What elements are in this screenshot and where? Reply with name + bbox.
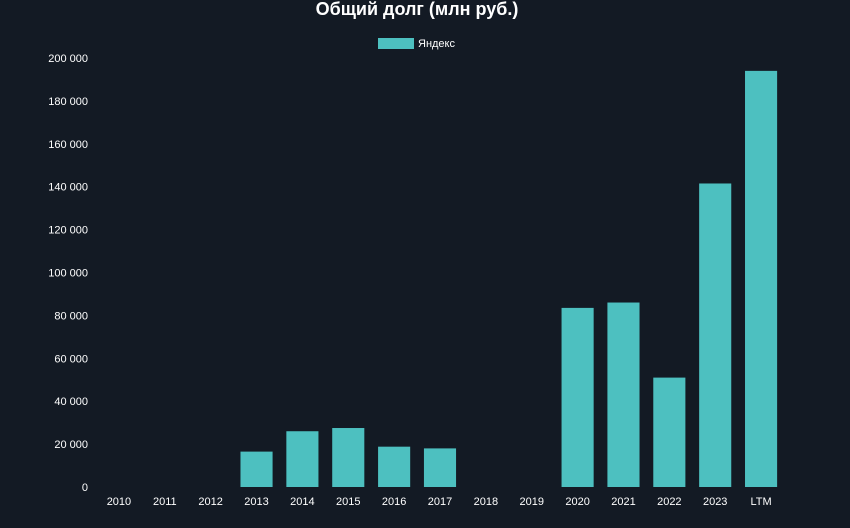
y-tick-label: 160 000	[48, 139, 88, 151]
x-tick-label: 2015	[336, 496, 360, 508]
bar-2014	[286, 431, 319, 487]
x-tick-label: 2019	[519, 496, 543, 508]
y-tick-label: 100 000	[48, 268, 88, 280]
bar-ltm	[745, 70, 778, 488]
x-tick-label: 2010	[107, 496, 131, 508]
x-tick-label: 2014	[290, 496, 314, 508]
x-tick-label: 2018	[474, 496, 498, 508]
x-tick-label: 2011	[153, 496, 177, 508]
x-tick-label: 2020	[565, 496, 589, 508]
y-tick-label: 40 000	[54, 396, 88, 408]
bar-2016	[378, 446, 411, 487]
x-tick-label: 2017	[428, 496, 452, 508]
bar-2017	[423, 448, 457, 487]
y-tick-label: 80 000	[54, 310, 88, 322]
x-tick-label: 2023	[703, 496, 727, 508]
bar-2013	[240, 451, 273, 487]
y-tick-label: 200 000	[48, 53, 88, 65]
bar-2021	[607, 302, 640, 487]
y-tick-label: 120 000	[48, 225, 88, 237]
y-axis: 0 20 000 40 000 60 000 80 000 100 000 120 000 1…	[48, 53, 88, 494]
y-tick-label: 20 000	[54, 439, 88, 451]
x-axis: 2010 2011 2012 2013 2014 2015 2016 2017 2018 2019…	[107, 496, 772, 508]
bar-2022	[653, 377, 686, 487]
legend: Яндекс	[378, 38, 455, 50]
x-tick-label: LTM	[750, 496, 771, 508]
y-tick-label: 180 000	[48, 96, 88, 108]
y-tick-label: 60 000	[54, 353, 88, 365]
y-tick-label: 140 000	[48, 182, 88, 194]
x-tick-label: 2022	[657, 496, 681, 508]
bars	[240, 70, 778, 488]
chart-title: Общий долг (млн руб.)	[316, 0, 519, 19]
bar-2015	[332, 428, 365, 487]
x-tick-label: 2021	[611, 496, 635, 508]
legend-label: Яндекс	[418, 38, 455, 50]
x-tick-label: 2013	[244, 496, 268, 508]
bar-2020	[561, 307, 594, 487]
x-tick-label: 2012	[198, 496, 222, 508]
y-tick-label: 0	[82, 482, 88, 494]
legend-swatch	[378, 38, 414, 49]
bar-2023	[699, 183, 732, 488]
x-tick-label: 2016	[382, 496, 406, 508]
